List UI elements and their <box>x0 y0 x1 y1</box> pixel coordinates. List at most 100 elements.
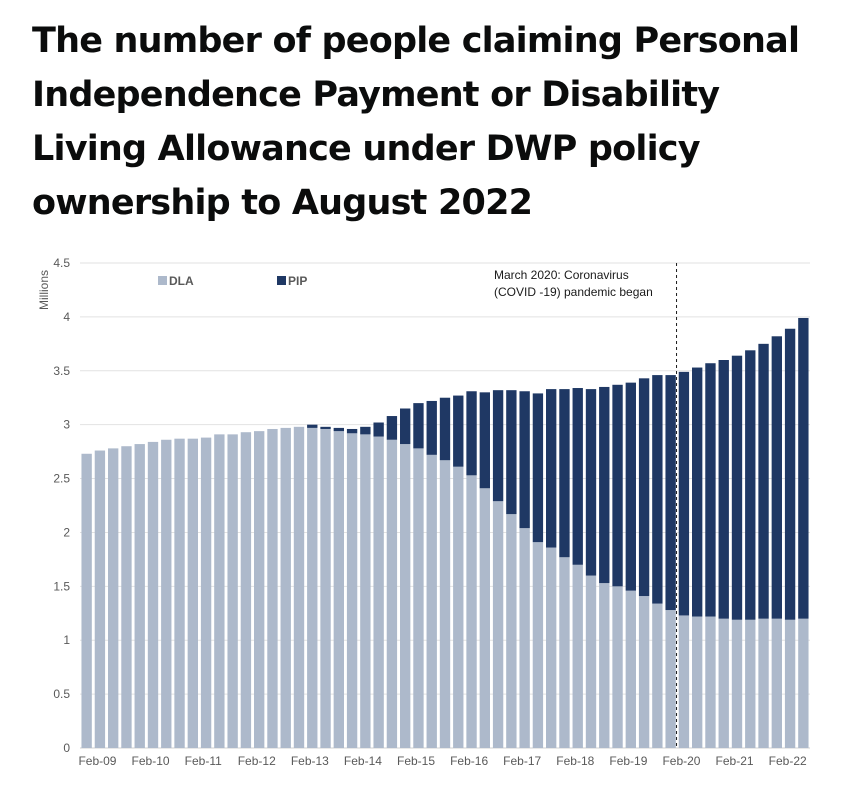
bar-dla <box>625 590 636 748</box>
bar-dla <box>161 439 172 748</box>
y-tick-label: 3 <box>63 418 70 432</box>
bar-dla <box>546 547 557 748</box>
bar-pip <box>784 328 796 620</box>
bar-pip <box>439 397 451 461</box>
legend-swatch-pip <box>277 276 286 285</box>
bar-dla <box>200 437 212 748</box>
y-tick-label: 4 <box>63 310 70 324</box>
y-tick-label: 1 <box>63 633 70 647</box>
bar-dla <box>612 586 623 748</box>
bar-pip <box>426 400 437 455</box>
bar-pip <box>665 375 676 611</box>
bar-pip <box>745 350 756 620</box>
bar-dla <box>307 427 318 748</box>
x-tick-label: Feb-13 <box>291 754 329 768</box>
y-tick-label: 0.5 <box>53 687 70 701</box>
bar-dla <box>227 434 238 748</box>
bar-dla <box>254 431 265 748</box>
bar-dla <box>705 616 716 748</box>
bar-pip <box>705 363 716 617</box>
bar-pip <box>492 390 504 502</box>
x-tick-label: Feb-09 <box>78 754 116 768</box>
bar-pip <box>506 390 517 515</box>
y-tick-label: 2 <box>63 525 70 539</box>
x-tick-label: Feb-15 <box>397 754 435 768</box>
bar-dla <box>240 432 252 748</box>
bar-pip <box>307 424 318 428</box>
bar-dla <box>108 448 119 748</box>
bar-dla <box>293 426 305 748</box>
bar-pip <box>346 428 358 434</box>
bar-dla <box>479 488 490 748</box>
bar-pip <box>360 426 371 435</box>
x-tick-label: Feb-17 <box>503 754 541 768</box>
bar-pip <box>400 408 411 445</box>
covid-annotation-line-2: (COVID -19) pandemic began <box>494 285 653 299</box>
bar-pip <box>386 416 398 440</box>
bar-dla <box>771 618 782 748</box>
x-tick-label: Feb-22 <box>769 754 807 768</box>
bar-dla <box>187 438 198 748</box>
chart-title: The number of people claiming Personal I… <box>32 21 800 223</box>
y-axis: 0 0.5 1 1.5 2 2.5 3 3.5 4 4.5 <box>53 256 70 755</box>
bar-pip <box>612 384 623 587</box>
bar-pip <box>532 393 544 543</box>
bar-pip <box>333 427 344 432</box>
bar-pip <box>692 367 703 617</box>
bar-dla <box>360 434 371 748</box>
bar-pip <box>373 422 384 437</box>
bar-dla <box>745 619 756 748</box>
bar-dla <box>718 618 729 748</box>
covid-annotation: March 2020: Coronavirus (COVID -19) pand… <box>494 263 678 748</box>
bar-dla <box>267 428 278 748</box>
bar-pip <box>453 395 464 467</box>
bar-dla <box>638 596 650 748</box>
legend-swatch-dla <box>158 276 167 285</box>
bar-dla <box>134 444 145 748</box>
bar-dla <box>121 446 132 748</box>
bar-dla <box>532 542 544 748</box>
x-axis: Feb-09 Feb-10 Feb-11 Feb-12 Feb-13 Feb-14 Feb-… <box>78 754 807 768</box>
bar-pip <box>320 426 331 429</box>
bar-pip <box>731 355 743 620</box>
bar-dla <box>386 439 398 748</box>
bar-dla <box>174 438 185 748</box>
bar-pip <box>585 389 597 576</box>
bar-pip <box>625 382 636 591</box>
x-tick-label: Feb-21 <box>716 754 754 768</box>
x-tick-label: Feb-11 <box>185 754 222 768</box>
bar-pip <box>546 389 557 548</box>
bar-dla <box>692 616 703 748</box>
bar-dla <box>665 610 676 748</box>
bar-dla <box>426 454 437 748</box>
bars <box>81 317 809 748</box>
bar-dla <box>784 619 796 748</box>
x-tick-label: Feb-14 <box>344 754 382 768</box>
bar-pip <box>519 391 530 529</box>
bar-dla <box>439 460 451 748</box>
bar-dla <box>678 615 690 748</box>
legend-label-pip: PIP <box>288 274 307 288</box>
covid-annotation-line-1: March 2020: Coronavirus <box>494 268 629 282</box>
bar-dla <box>572 564 583 748</box>
bar-pip <box>758 343 769 619</box>
bar-pip <box>638 378 650 597</box>
bar-dla <box>492 501 504 748</box>
bar-dla <box>519 528 530 748</box>
stacked-bar-chart: 00.511.522.533.544.5 Millions Feb-09 Feb-… <box>37 256 810 768</box>
bar-dla <box>758 618 769 748</box>
bar-dla <box>400 444 411 748</box>
y-tick-label: 4.5 <box>53 256 70 270</box>
y-tick-label: 0 <box>63 741 70 755</box>
y-tick-label: 2.5 <box>53 472 70 486</box>
bar-dla <box>585 575 597 748</box>
bar-pip <box>771 336 782 619</box>
bar-dla <box>652 603 663 748</box>
bar-dla <box>599 583 610 748</box>
bar-pip <box>466 391 477 476</box>
x-tick-label: Feb-18 <box>556 754 594 768</box>
bar-dla <box>320 428 331 748</box>
bar-dla <box>413 448 424 748</box>
y-tick-label: 3.5 <box>53 364 70 378</box>
bar-dla <box>731 619 743 748</box>
